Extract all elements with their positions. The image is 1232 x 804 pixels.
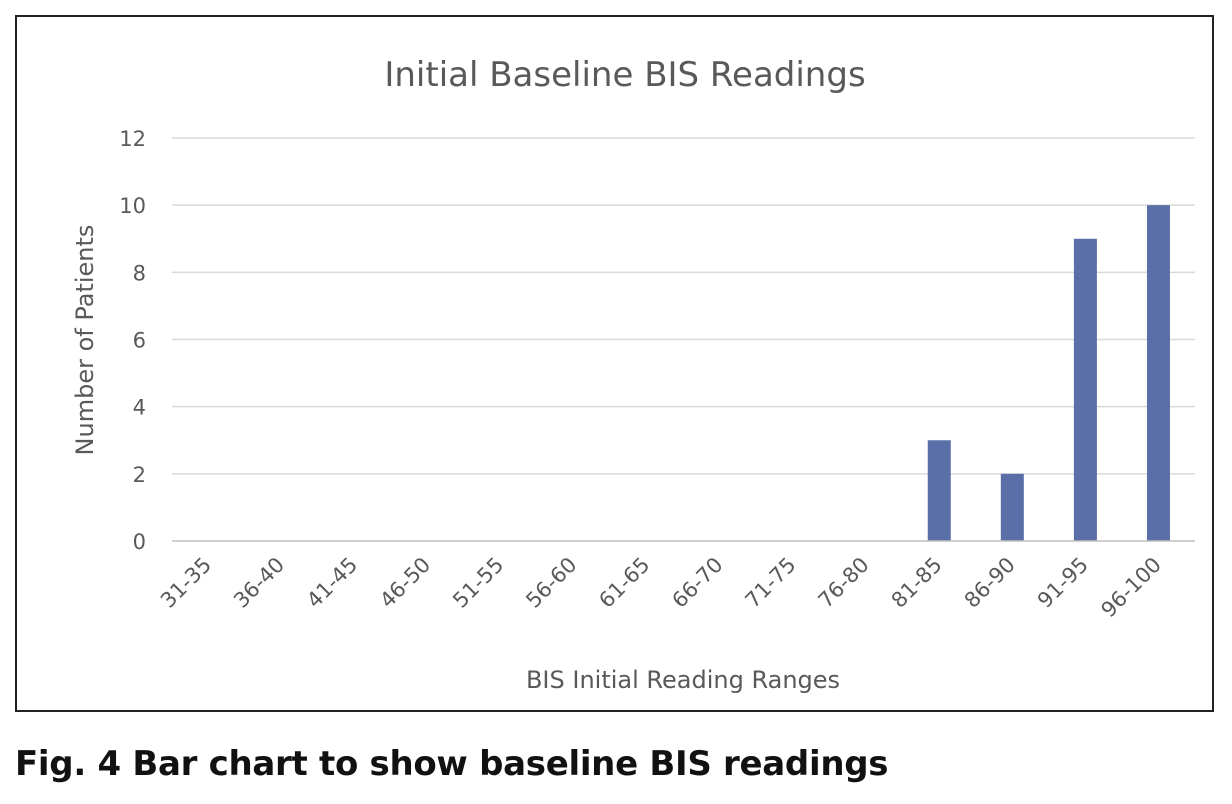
y-tick-label: 4: [133, 396, 146, 420]
x-tick-label: 36-40: [229, 553, 289, 613]
x-tick-label: 91-95: [1033, 553, 1093, 613]
gridlines: [172, 137, 1195, 475]
x-tick-label: 56-60: [521, 553, 581, 613]
y-tick-label: 2: [133, 463, 146, 487]
x-tick-label: 66-70: [667, 553, 727, 613]
y-tick-label: 10: [119, 194, 146, 218]
x-axis-ticks: 31-35 36-40 41-45 46-50 51-55 56-60 61-65 66-70…: [156, 553, 1166, 623]
y-axis-title: Number of Patients: [71, 225, 99, 456]
chart-frame: [15, 15, 1214, 712]
x-tick-label: 46-50: [375, 553, 435, 613]
x-tick-label: 86-90: [960, 553, 1020, 613]
x-tick-label: 71-75: [741, 553, 801, 613]
figure-caption: Fig. 4 Bar chart to show baseline BIS re…: [15, 744, 889, 784]
y-tick-label: 6: [133, 329, 146, 353]
x-axis-title: BIS Initial Reading Ranges: [526, 666, 840, 694]
bar-96-100: [1146, 205, 1170, 541]
y-tick-label: 12: [119, 127, 146, 151]
y-tick-label: 0: [133, 530, 146, 554]
x-tick-label: 96-100: [1096, 553, 1166, 623]
x-tick-label: 31-35: [156, 553, 216, 613]
x-tick-label: 76-80: [814, 553, 874, 613]
bar-91-95: [1073, 238, 1097, 541]
y-tick-label: 8: [133, 261, 146, 285]
y-axis-ticks: 0 2 4 6 8 10 12: [119, 127, 146, 554]
bar-81-85: [927, 440, 951, 541]
chart-title: Initial Baseline BIS Readings: [384, 55, 865, 95]
bar-86-90: [1000, 473, 1024, 541]
x-tick-label: 61-65: [594, 553, 654, 613]
bars: [927, 205, 1170, 541]
x-tick-label: 41-45: [302, 553, 362, 613]
x-tick-label: 51-55: [448, 553, 508, 613]
x-tick-label: 81-85: [887, 553, 947, 613]
